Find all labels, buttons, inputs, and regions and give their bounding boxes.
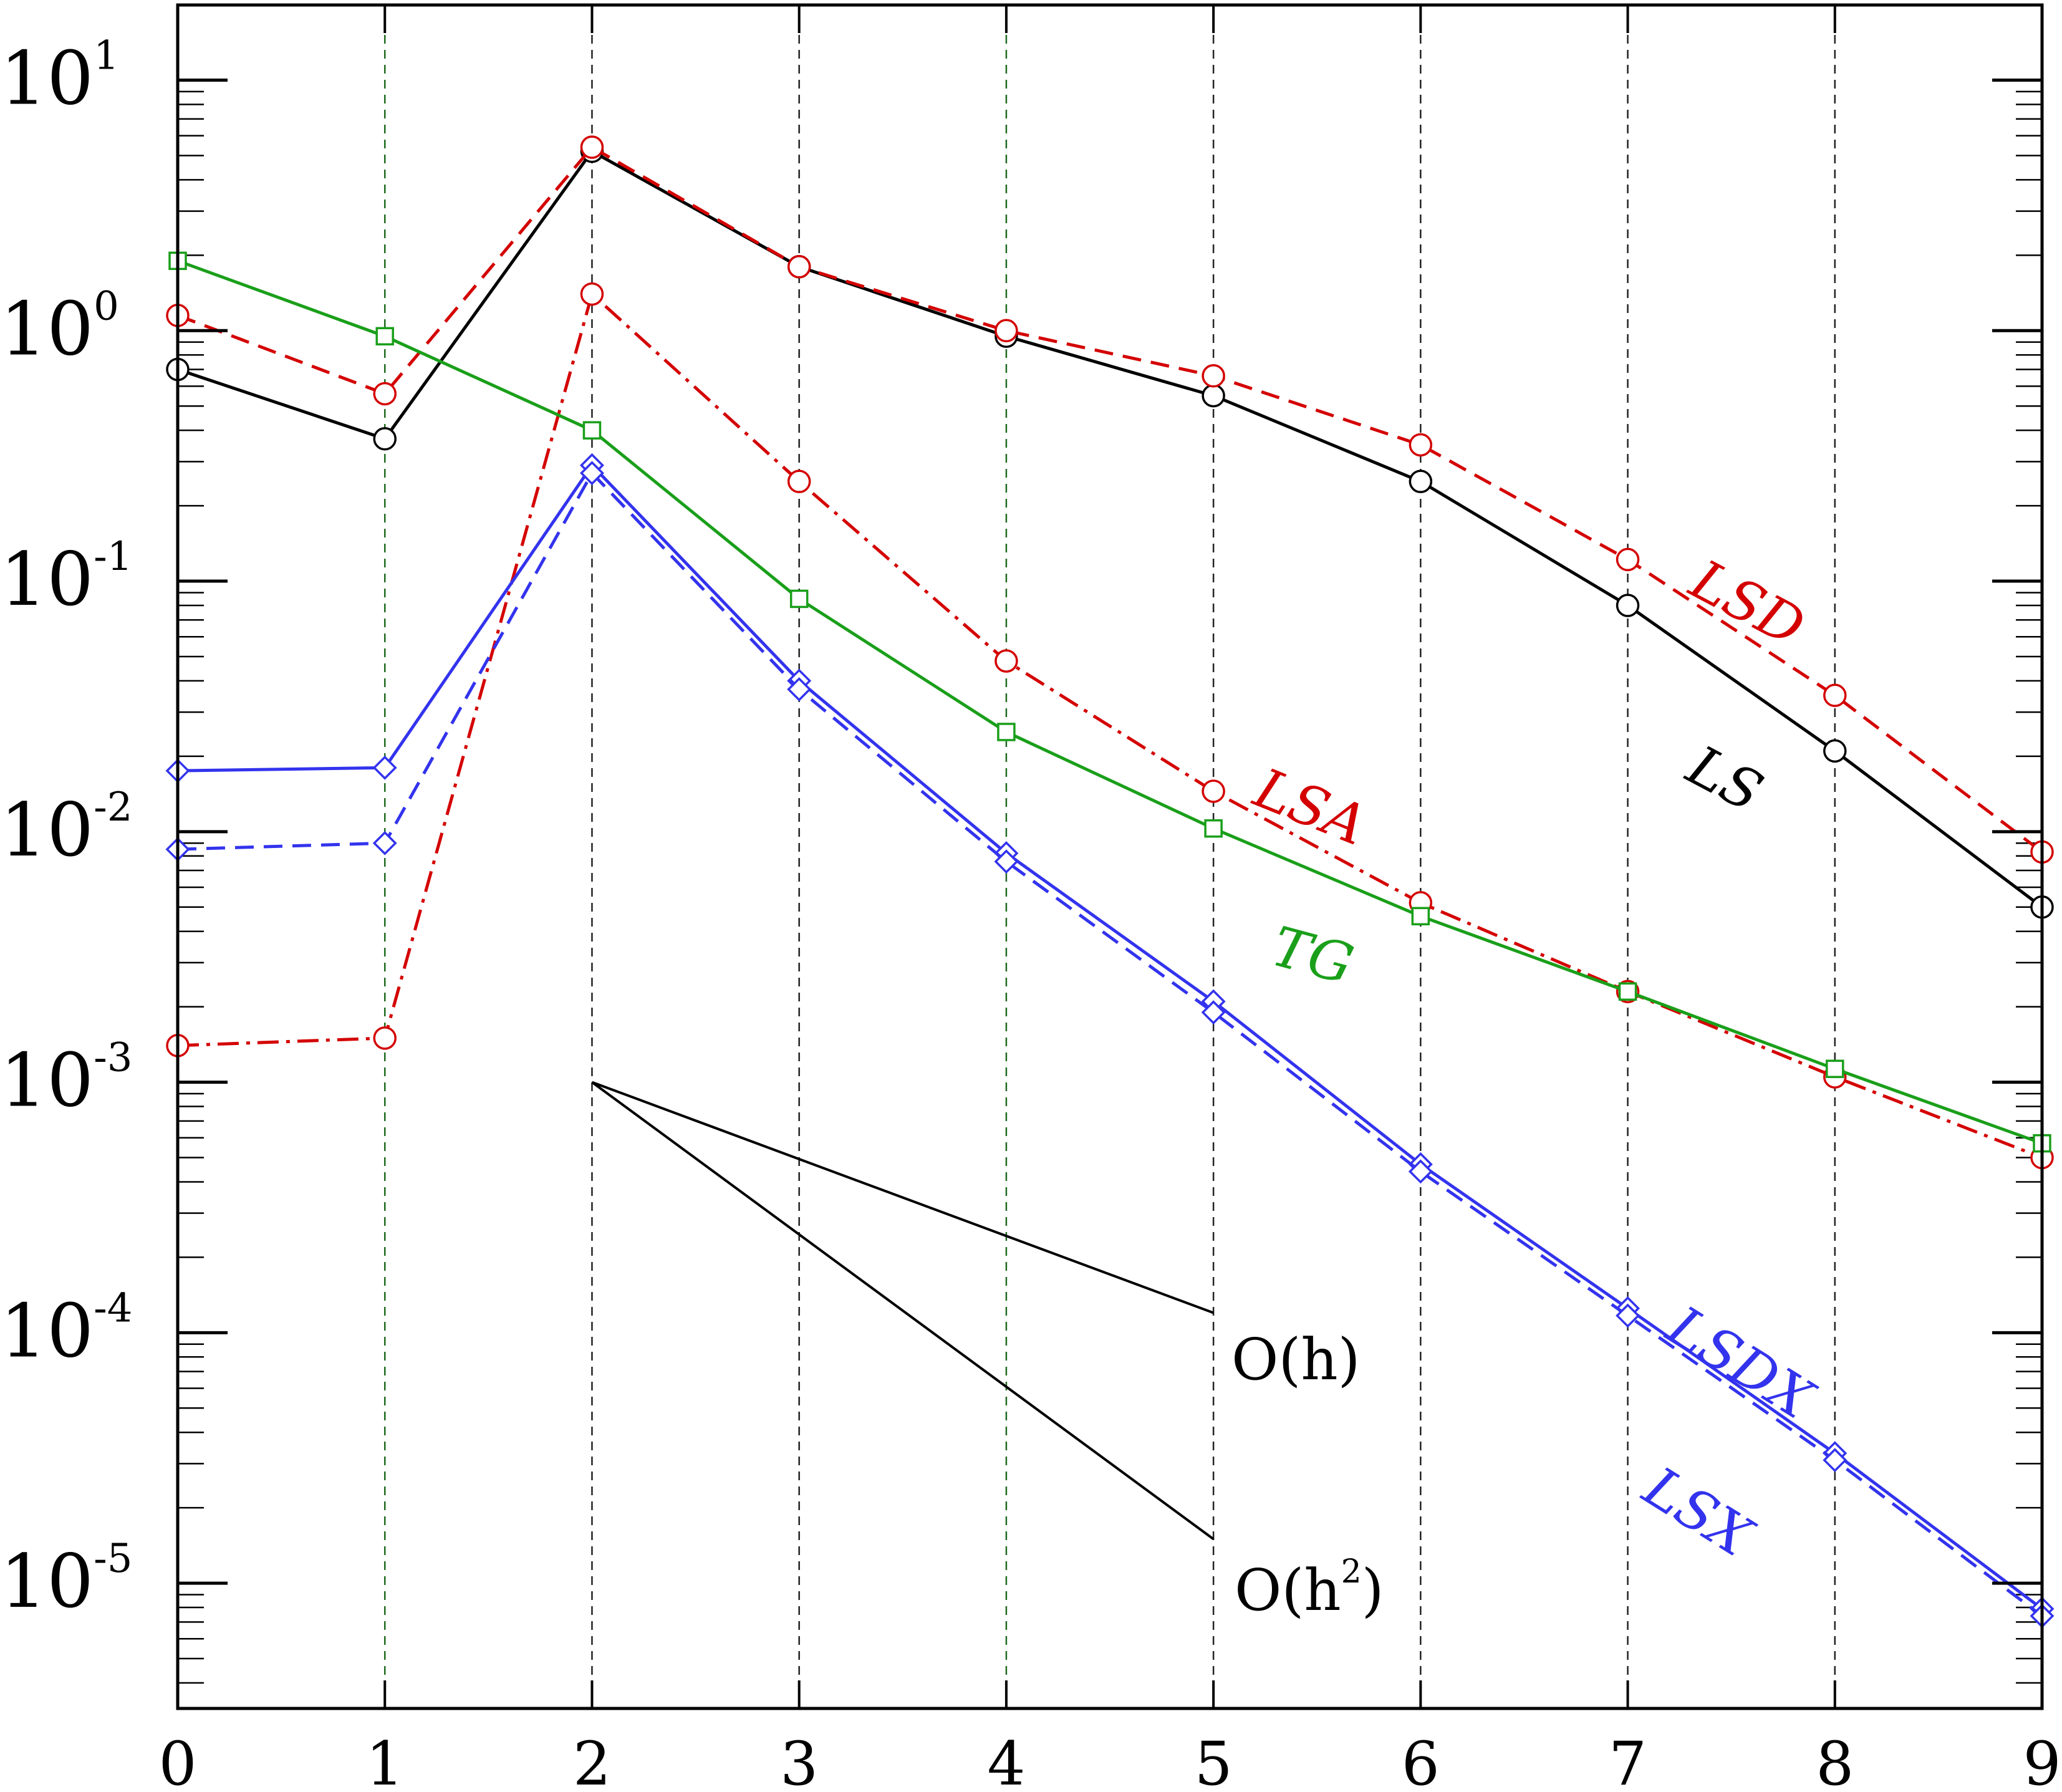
y-tick-label-base: 10 — [0, 787, 94, 873]
order-label-oh: O(h) — [1231, 1326, 1360, 1393]
data-point-circle — [1202, 364, 1225, 388]
data-point-circle — [1616, 547, 1640, 572]
data-point-circle — [1616, 594, 1640, 617]
y-tick-label-base: 10 — [0, 536, 94, 622]
data-point-circle — [1409, 470, 1433, 493]
minor-ticks — [178, 90, 2042, 1684]
order-label-oh2-sup: 2 — [1341, 1553, 1362, 1591]
plot-frame — [176, 3, 2044, 1710]
y-tick-label: 10-1 — [0, 534, 133, 622]
data-point-circle — [787, 470, 811, 493]
data-point-diamond — [787, 677, 812, 702]
x-tick-labels: 0 1 2 3 4 5 6 7 8 9 — [158, 1729, 2061, 1792]
x-tick-label: 5 — [1195, 1729, 1233, 1792]
data-point-circle — [1409, 433, 1433, 457]
x-tick-label: 7 — [1609, 1729, 1647, 1792]
data-point-circle — [995, 649, 1018, 673]
series-tg — [168, 251, 2051, 1153]
series-line — [177, 292, 2043, 1159]
reference-slopes — [591, 1081, 1215, 1540]
series-label-lsd: LSD — [1679, 547, 1814, 660]
y-tick-label-base: 10 — [0, 1038, 94, 1124]
y-tick-label-base: 10 — [0, 36, 94, 122]
series-label-lsdx: LSDX — [1655, 1293, 1826, 1432]
x-tick-label: 0 — [158, 1729, 196, 1792]
y-tick-label-exponent: 0 — [94, 283, 119, 329]
y-tick-label: 10-4 — [0, 1285, 133, 1374]
data-point-square — [375, 327, 394, 345]
y-tick-label-exponent: -2 — [94, 784, 132, 831]
series-labels: LSD LS LSA TG LSDX LSX — [1245, 547, 1826, 1570]
data-point-diamond — [372, 755, 397, 780]
y-tick-label-exponent: 1 — [94, 33, 119, 79]
series-label-ls: LS — [1676, 733, 1773, 825]
data-point-square — [1411, 907, 1430, 926]
data-point-diamond — [1201, 1000, 1226, 1025]
y-tick-label-base: 10 — [0, 286, 94, 372]
data-point-circle — [787, 254, 811, 279]
order-label-oh2-base: O(h — [1235, 1557, 1341, 1624]
order-label-oh2: O(h2) — [1235, 1553, 1384, 1624]
data-point-circle — [1823, 683, 1847, 707]
data-point-circle — [580, 135, 604, 159]
data-point-circle — [995, 319, 1018, 343]
series-line — [177, 463, 2043, 1611]
data-point-diamond — [994, 849, 1019, 874]
y-tick-label: 101 — [0, 33, 119, 122]
data-point-diamond — [1616, 1303, 1640, 1328]
x-tick-label: 1 — [366, 1729, 404, 1792]
data-point-square — [1204, 819, 1223, 838]
data-point-circle — [373, 382, 397, 406]
y-tick-label-exponent: -3 — [94, 1035, 132, 1081]
data-point-circle — [1202, 383, 1225, 408]
order-label-oh2-close: ) — [1362, 1557, 1384, 1624]
series-lsa — [166, 282, 2054, 1170]
y-tick-label-base: 10 — [0, 1288, 94, 1374]
y-tick-label: 10-2 — [0, 784, 133, 873]
data-point-square — [789, 589, 809, 609]
series-lsd — [166, 135, 2054, 864]
data-point-square — [1618, 982, 1637, 1001]
series-label-tg: TG — [1266, 914, 1360, 997]
series-line — [177, 150, 2043, 908]
data-point-circle — [373, 427, 397, 451]
x-tick-label: 9 — [2023, 1729, 2061, 1792]
data-point-square — [582, 421, 602, 440]
data-point-circle — [1202, 779, 1225, 803]
data-point-diamond — [372, 831, 397, 855]
data-point-diamond — [579, 461, 604, 486]
data-point-diamond — [1408, 1159, 1433, 1184]
major-ticks — [176, 5, 2043, 1708]
y-tick-label-exponent: -5 — [94, 1536, 132, 1582]
reference-slope-line — [591, 1081, 1215, 1540]
x-tick-label: 8 — [1816, 1729, 1854, 1792]
series-line — [177, 471, 2043, 1617]
order-labels: O(h) O(h2) — [1231, 1326, 1384, 1624]
y-tick-label: 10-5 — [0, 1536, 133, 1624]
y-tick-label: 100 — [0, 283, 119, 372]
data-point-diamond — [1823, 1448, 1848, 1473]
y-tick-label-exponent: -1 — [94, 534, 132, 580]
data-point-circle — [1823, 739, 1847, 763]
x-tick-label: 6 — [1402, 1729, 1440, 1792]
reference-slope-line — [591, 1081, 1214, 1314]
grid-lines — [383, 5, 1836, 1708]
data-point-circle — [373, 1026, 397, 1050]
data-point-square — [997, 723, 1016, 741]
x-tick-label: 4 — [987, 1729, 1025, 1792]
data-point-square — [1826, 1059, 1844, 1079]
series-line — [177, 259, 2043, 1145]
y-tick-label-base: 10 — [0, 1538, 94, 1624]
data-series — [165, 135, 2055, 1629]
series-lsx — [165, 461, 2055, 1629]
series-label-lsx: LSX — [1632, 1453, 1765, 1569]
y-tick-label-exponent: -4 — [94, 1285, 132, 1331]
data-point-circle — [580, 282, 604, 306]
y-tick-label: 10-3 — [0, 1035, 133, 1124]
x-tick-label: 2 — [573, 1729, 611, 1792]
x-tick-label: 3 — [780, 1729, 818, 1792]
series-line — [177, 145, 2043, 854]
